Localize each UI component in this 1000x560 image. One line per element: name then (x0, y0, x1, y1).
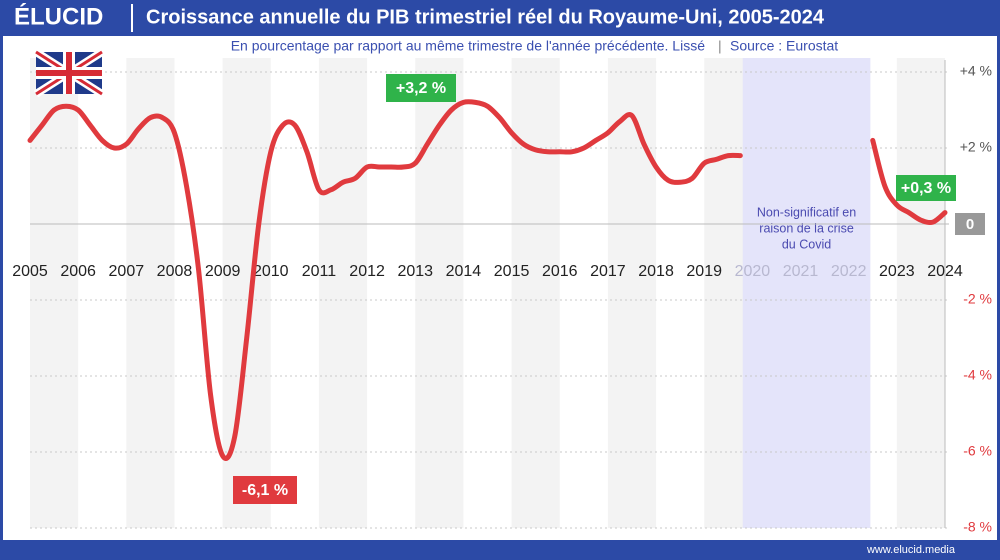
chart-title: Croissance annuelle du PIB trimestriel r… (146, 6, 825, 28)
footer: www.elucid.media (866, 544, 956, 556)
data-line (870, 137, 948, 226)
x-tick-label: 2021 (783, 263, 819, 280)
zero-label-box (955, 213, 985, 235)
y-tick-label: 0 (966, 216, 974, 233)
x-tick-label: 2024 (927, 263, 963, 280)
y-tick-label: +4 % (960, 63, 992, 79)
brand: ÉLUCID (14, 2, 103, 30)
shaded-label: raison de la crise (759, 221, 854, 235)
plot-area: Non-significatif en raison de la crise du … (12, 58, 992, 535)
flag (33, 48, 105, 98)
x-tick-label: 2008 (157, 263, 193, 280)
y-tick-label: -4 % (963, 367, 992, 383)
header-bar (0, 0, 1000, 36)
data-line (27, 99, 743, 462)
x-tick-label: 2018 (638, 263, 674, 280)
y-tick-label: -8 % (963, 519, 992, 535)
frame-right (997, 36, 1000, 540)
x-tick-label: 2013 (397, 263, 433, 280)
x-tick-label: 2020 (735, 263, 771, 280)
annotation-box (233, 476, 297, 504)
source: Source : Eurostat (730, 38, 838, 54)
y-tick-label: +2 % (960, 139, 992, 155)
annotation: +3,2 % (396, 80, 446, 97)
footer-bar (0, 540, 1000, 560)
y-tick-label: -2 % (963, 291, 992, 307)
year-band (415, 58, 464, 528)
x-tick-label: 2012 (349, 263, 385, 280)
x-tick-label: 2009 (205, 263, 241, 280)
shaded-label: Non-significatif en (757, 205, 856, 219)
year-band (126, 58, 175, 528)
x-tick-label: 2007 (109, 263, 145, 280)
shaded-region (742, 58, 871, 528)
x-tick-label: 2006 (60, 263, 96, 280)
x-tick-label: 2011 (302, 263, 337, 280)
x-tick-label: 2019 (686, 263, 722, 280)
subtitle: En pourcentage par rapport au même trime… (231, 38, 705, 54)
y-tick-label: -6 % (963, 443, 992, 459)
annotation: -6,1 % (242, 482, 288, 499)
year-band (318, 58, 368, 528)
year-band (607, 58, 657, 528)
x-tick-label: 2017 (590, 263, 626, 280)
year-band (896, 58, 945, 528)
x-tick-label: 2014 (446, 263, 482, 280)
frame-left (0, 36, 3, 540)
separator: | (718, 38, 722, 54)
x-tick-label: 2015 (494, 263, 530, 280)
annotation: +0,3 % (901, 180, 951, 197)
annotation-box (386, 74, 456, 102)
x-tick-label: 2016 (542, 263, 578, 280)
x-tick-label: 2023 (879, 263, 915, 280)
x-tick-label: 2022 (831, 263, 867, 280)
x-tick-label: 2005 (12, 263, 48, 280)
x-tick-label: 2010 (253, 263, 289, 280)
year-band (30, 58, 79, 528)
annotation-box (896, 175, 956, 201)
year-band (511, 58, 560, 528)
shaded-label: du Covid (782, 237, 831, 251)
